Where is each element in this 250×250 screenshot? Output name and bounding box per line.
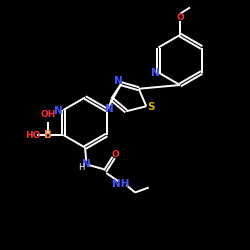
Text: H: H: [78, 163, 85, 172]
Text: HO: HO: [25, 130, 40, 140]
Text: O: O: [112, 150, 120, 159]
Text: B: B: [44, 130, 52, 140]
Text: NH: NH: [112, 179, 130, 189]
Text: O: O: [176, 13, 184, 22]
Text: N: N: [105, 104, 114, 114]
Text: S: S: [147, 102, 154, 113]
Text: N: N: [114, 76, 122, 86]
Text: N: N: [151, 68, 160, 78]
Text: OH: OH: [40, 110, 56, 119]
Text: N: N: [82, 159, 90, 169]
Text: N: N: [54, 106, 63, 116]
